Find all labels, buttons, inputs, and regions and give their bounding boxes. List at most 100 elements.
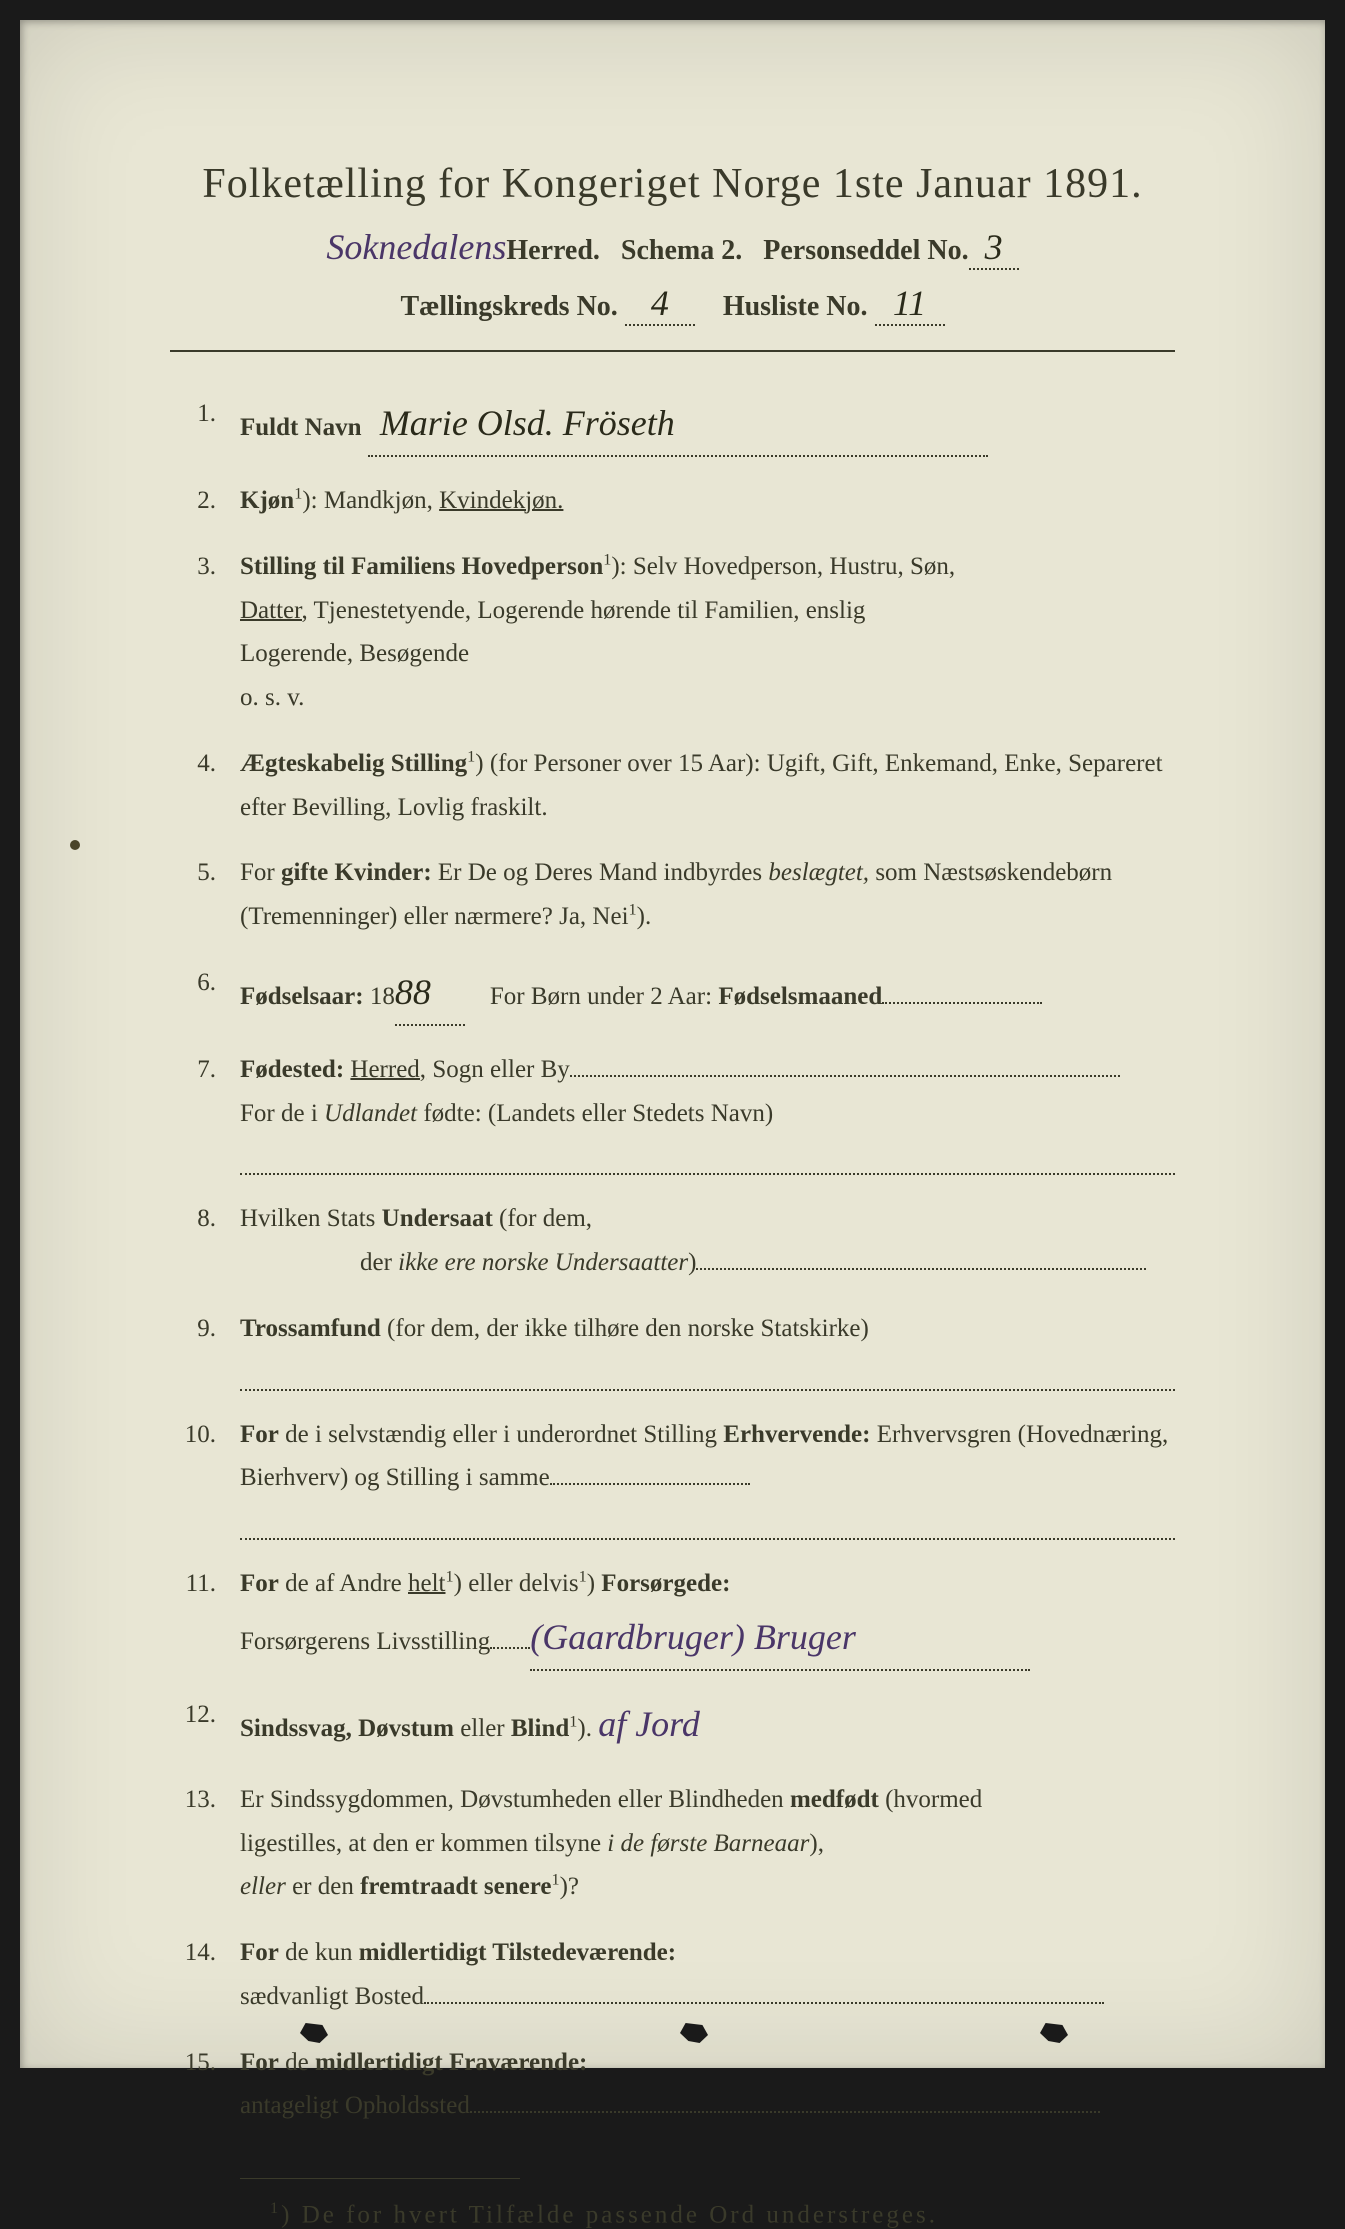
opt-herred: Herred, [350,1056,426,1083]
item-content: For de midlertidigt Fraværende: antageli… [240,2041,1175,2129]
bold2: fremtraadt senere [360,1873,551,1900]
footnote-sup: 1 [270,2199,281,2217]
bold1: For [240,1939,279,1966]
line1: Selv Hovedperson, Hustru, Søn, [633,553,955,580]
field-label: Fødselsaar: [240,983,364,1010]
item-content: For de i selvstændig eller i underordnet… [240,1413,1175,1541]
item-content: Fødselsaar: 1888 For Børn under 2 Aar: F… [240,961,1175,1026]
value12: af Jord [598,1704,700,1744]
bold1: medfødt [790,1786,879,1813]
item-content: Kjøn1): Mandkjøn, Kvindekjøn. [240,479,1175,523]
form-title: Folketælling for Kongeriget Norge 1ste J… [170,160,1175,208]
field-label: Kjøn [240,487,294,514]
item-6: 6. Fødselsaar: 1888 For Børn under 2 Aar… [170,961,1175,1026]
item-1: 1. Fuldt Navn Marie Olsd. Fröseth [170,392,1175,457]
taellingskreds-label: Tællingskreds No. [400,291,617,322]
form-items: 1. Fuldt Navn Marie Olsd. Fröseth 2. Kjø… [170,392,1175,2128]
line2: Forsørgerens Livsstilling [240,1628,490,1655]
footnote-divider [240,2178,520,2179]
herred-handwritten: Soknedalens [326,227,506,267]
item-7: 7. Fødested: Herred, Sogn eller By For d… [170,1048,1175,1176]
item-number: 11. [170,1562,240,1671]
item-content: For gifte Kvinder: Er De og Deres Mand i… [240,851,1175,939]
bold: Undersaat [382,1205,499,1232]
item-5: 5. For gifte Kvinder: Er De og Deres Man… [170,851,1175,939]
bold2: Forsørgede: [595,1570,730,1597]
blank-line [240,1351,1175,1391]
item-11: 11. For de af Andre helt1) eller delvis1… [170,1562,1175,1671]
bold2: midlertidigt Tilstedeværende: [359,1939,676,1966]
opt-kvindekjon: Kvindekjøn. [439,487,563,514]
item-13: 13. Er Sindssygdommen, Døvstumheden elle… [170,1778,1175,1909]
footnote-text: ) De for hvert Tilfælde passende Ord und… [281,2201,938,2228]
item-number: 15. [170,2041,240,2129]
item-number: 13. [170,1778,240,1909]
item-number: 14. [170,1931,240,2019]
personseddel-label: Personseddel No. [763,235,968,266]
item-number: 8. [170,1197,240,1285]
bold2: Erhvervende: [723,1421,870,1448]
text2: eller delvis [462,1570,579,1597]
opt-datter: Datter, [240,597,308,624]
blank-line [240,1500,1175,1540]
name-value: Marie Olsd. Fröseth [368,392,988,457]
u: helt [408,1570,446,1597]
line2: Tjenestetyende, Logerende hørende til Fa… [308,597,866,624]
line2a: ligestilles, at den er kommen tilsyne [240,1830,607,1857]
item-12: 12. Sindssvag, Døvstum eller Blind1). af… [170,1693,1175,1756]
item-number: 10. [170,1413,240,1541]
item-number: 9. [170,1307,240,1391]
opt-mandkjon: Mandkjøn, [324,487,439,514]
item-number: 4. [170,742,240,830]
line3b: er den [286,1873,360,1900]
line3c: ? [568,1873,579,1900]
text1: de [279,2049,315,2076]
personseddel-no: 3 [969,226,1019,270]
husliste-no: 11 [875,282,945,326]
item-3: 3. Stilling til Familiens Hovedperson1):… [170,545,1175,720]
item-number: 1. [170,392,240,457]
paren: (for Personer over 15 Aar): [490,750,761,777]
line2b: ), [809,1830,824,1857]
line2i: ikke ere norske Undersaatter [398,1249,688,1276]
item-number: 7. [170,1048,240,1176]
field-label: Ægteskabelig Stilling [240,750,467,777]
rest: For Børn under 2 Aar: [490,983,718,1010]
bold2: Fødselsmaaned [718,983,882,1010]
field-label: Stilling til Familiens Hovedperson [240,553,603,580]
item-content: Fuldt Navn Marie Olsd. Fröseth [240,392,1175,457]
line2i: Udlandet [324,1100,417,1127]
header-row-2: Tællingskreds No. 4 Husliste No. 11 [170,282,1175,326]
italic1: beslægtet, [768,859,869,886]
census-form-page: Folketælling for Kongeriget Norge 1ste J… [20,20,1325,2068]
item-content: For de af Andre helt1) eller delvis1) Fo… [240,1562,1175,1671]
herred-label: Herred. [506,235,600,266]
header-row-1: SoknedalensHerred. Schema 2. Personsedde… [170,226,1175,270]
text1: de i selvstændig eller i underordnet Sti… [279,1421,723,1448]
item-4: 4. Ægteskabelig Stilling1) (for Personer… [170,742,1175,830]
blank-line [240,1135,1175,1175]
item-10: 10. For de i selvstændig eller i underor… [170,1413,1175,1541]
item-content: Stilling til Familiens Hovedperson1): Se… [240,545,1175,720]
item-content: Fødested: Herred, Sogn eller By For de i… [240,1048,1175,1176]
field-label: Fuldt Navn [240,414,362,441]
item-number: 2. [170,479,240,523]
item-15: 15. For de midlertidigt Fraværende: anta… [170,2041,1175,2129]
header-divider [170,350,1175,352]
text: eller [454,1715,511,1742]
line3a: eller [240,1873,286,1900]
bold: Trossamfund [240,1315,381,1342]
field-label: Fødested: [240,1056,344,1083]
item-8: 8. Hvilken Stats Undersaat (for dem, der… [170,1197,1175,1285]
paper-blemish [70,840,80,850]
item-content: For de kun midlertidigt Tilstedeværende:… [240,1931,1175,2019]
text2: (for dem, [499,1205,592,1232]
item-number: 3. [170,545,240,720]
line2: sædvanligt Bosted [240,1983,424,2010]
item-content: Er Sindssygdommen, Døvstumheden eller Bl… [240,1778,1175,1909]
schema-label: Schema 2. [621,235,742,266]
text: (for dem, der ikke tilhøre den norske St… [381,1315,869,1342]
line2b: ) [688,1249,696,1276]
item-number: 5. [170,851,240,939]
prefix: For [240,859,281,886]
